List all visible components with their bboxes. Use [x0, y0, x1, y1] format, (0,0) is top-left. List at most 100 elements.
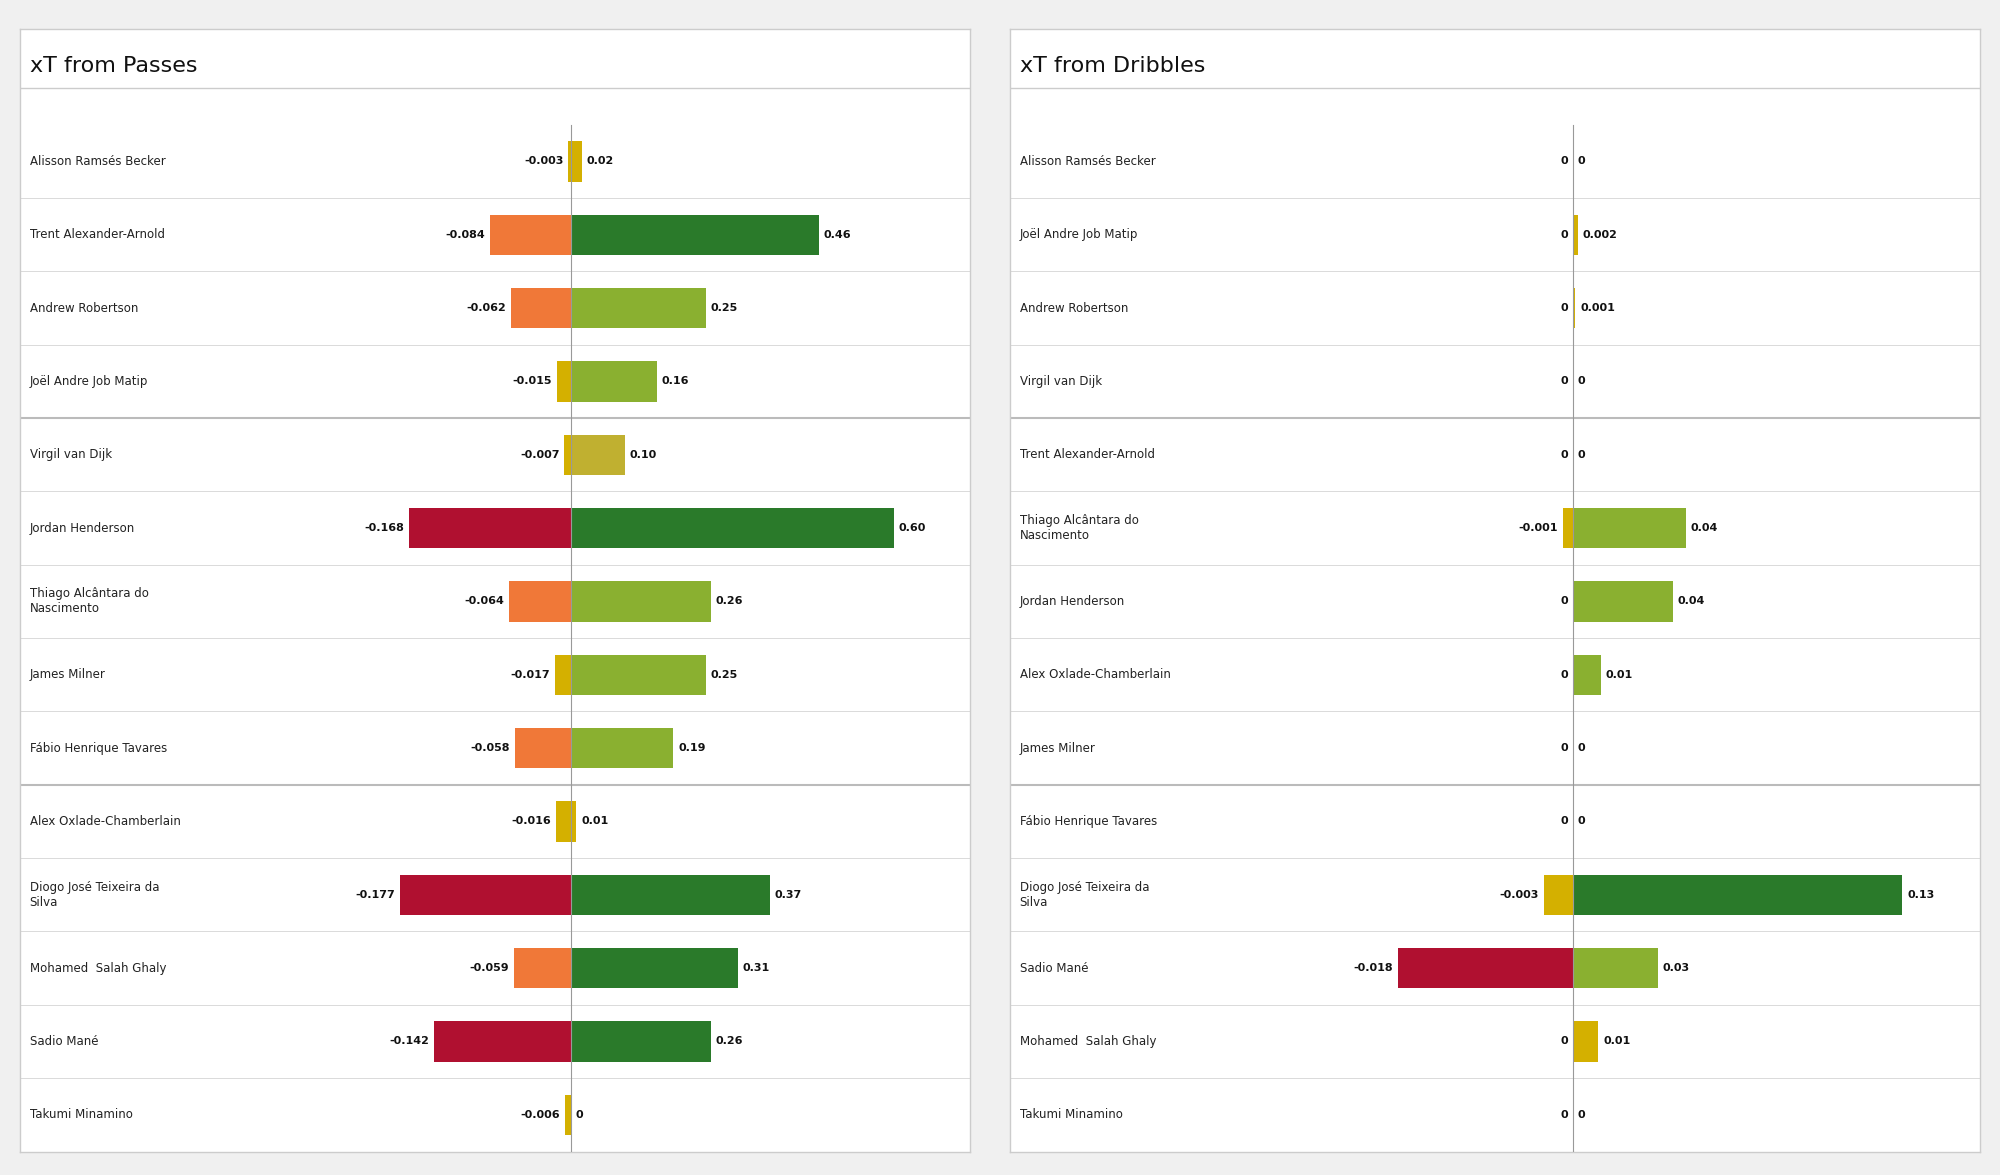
Text: 0.25: 0.25 [710, 670, 738, 680]
Text: -0.062: -0.062 [466, 303, 506, 313]
Text: xT from Passes: xT from Passes [30, 56, 196, 76]
Text: 0: 0 [1578, 450, 1586, 459]
Bar [572, 582, 710, 622]
Text: -0.142: -0.142 [390, 1036, 430, 1047]
Text: Diogo José Teixeira da
Silva: Diogo José Teixeira da Silva [30, 881, 160, 908]
Bar [572, 435, 624, 475]
Text: 0.26: 0.26 [716, 597, 744, 606]
Bar [408, 508, 572, 549]
Text: 0.31: 0.31 [742, 963, 770, 973]
Text: 0.01: 0.01 [1604, 1036, 1630, 1047]
Bar [514, 728, 572, 768]
Text: 0: 0 [1578, 817, 1586, 826]
Text: -0.016: -0.016 [512, 817, 550, 826]
Text: -0.058: -0.058 [470, 743, 510, 753]
Text: 0.37: 0.37 [774, 889, 802, 900]
Bar [572, 728, 674, 768]
Text: -0.017: -0.017 [510, 670, 550, 680]
Text: Fábio Henrique Tavares: Fábio Henrique Tavares [1020, 815, 1156, 828]
Text: Trent Alexander-Arnold: Trent Alexander-Arnold [1020, 448, 1154, 462]
Text: 0: 0 [1578, 743, 1586, 753]
Bar [1398, 948, 1572, 988]
Text: Joël Andre Job Matip: Joël Andre Job Matip [1020, 228, 1138, 241]
Text: Takumi Minamino: Takumi Minamino [30, 1108, 132, 1121]
Text: 0: 0 [1560, 303, 1568, 313]
Text: Andrew Robertson: Andrew Robertson [30, 302, 138, 315]
Text: 0.001: 0.001 [1580, 303, 1614, 313]
Text: Fábio Henrique Tavares: Fábio Henrique Tavares [30, 741, 166, 754]
Bar [572, 508, 894, 549]
Text: Andrew Robertson: Andrew Robertson [1020, 302, 1128, 315]
Bar [1572, 215, 1578, 255]
Bar [572, 1021, 710, 1062]
Text: Thiago Alcântara do
Nascimento: Thiago Alcântara do Nascimento [1020, 515, 1138, 542]
Text: 0.002: 0.002 [1582, 230, 1618, 240]
Bar [1544, 874, 1572, 915]
Text: -0.084: -0.084 [446, 230, 486, 240]
Text: -0.018: -0.018 [1354, 963, 1394, 973]
Text: 0: 0 [1560, 817, 1568, 826]
Bar [1562, 508, 1572, 549]
Text: 0: 0 [1560, 156, 1568, 167]
Text: -0.001: -0.001 [1518, 523, 1558, 533]
Text: 0.60: 0.60 [898, 523, 926, 533]
Bar [1572, 1021, 1598, 1062]
Text: Mohamed  Salah Ghaly: Mohamed Salah Ghaly [1020, 1035, 1156, 1048]
Text: 0: 0 [1560, 376, 1568, 387]
Bar [556, 801, 572, 841]
Bar [568, 141, 572, 182]
Text: Sadio Mané: Sadio Mané [1020, 961, 1088, 974]
Text: Jordan Henderson: Jordan Henderson [1020, 595, 1124, 607]
Text: 0.03: 0.03 [1662, 963, 1690, 973]
Text: -0.059: -0.059 [470, 963, 510, 973]
Text: Alex Oxlade-Chamberlain: Alex Oxlade-Chamberlain [30, 815, 180, 828]
Text: 0: 0 [1560, 450, 1568, 459]
Text: 0: 0 [1560, 1110, 1568, 1120]
Text: Alisson Ramsés Becker: Alisson Ramsés Becker [30, 155, 166, 168]
Text: 0.19: 0.19 [678, 743, 706, 753]
Bar [566, 1095, 572, 1135]
Text: Sadio Mané: Sadio Mané [30, 1035, 98, 1048]
Text: Trent Alexander-Arnold: Trent Alexander-Arnold [30, 228, 164, 241]
Text: -0.007: -0.007 [520, 450, 560, 459]
Bar [572, 948, 738, 988]
Text: 0.26: 0.26 [716, 1036, 744, 1047]
Text: -0.015: -0.015 [512, 376, 552, 387]
Text: 0.46: 0.46 [824, 230, 852, 240]
Bar [572, 874, 770, 915]
Text: Takumi Minamino: Takumi Minamino [1020, 1108, 1122, 1121]
Text: 0.01: 0.01 [1606, 670, 1634, 680]
Bar [490, 215, 572, 255]
Text: 0: 0 [1578, 376, 1586, 387]
Bar [1572, 654, 1600, 694]
Text: 0.01: 0.01 [582, 817, 608, 826]
Bar [510, 582, 572, 622]
Bar [512, 288, 572, 328]
Text: James Milner: James Milner [30, 669, 106, 682]
Text: 0.10: 0.10 [630, 450, 656, 459]
Bar [1572, 508, 1686, 549]
Text: 0: 0 [1560, 597, 1568, 606]
Bar [514, 948, 572, 988]
Text: -0.064: -0.064 [464, 597, 504, 606]
Text: 0: 0 [1560, 230, 1568, 240]
Text: 0: 0 [1560, 1036, 1568, 1047]
Text: Alisson Ramsés Becker: Alisson Ramsés Becker [1020, 155, 1156, 168]
Text: Jordan Henderson: Jordan Henderson [30, 522, 134, 535]
Text: 0: 0 [1560, 670, 1568, 680]
Text: 0: 0 [1560, 743, 1568, 753]
Bar [572, 801, 576, 841]
Text: 0.02: 0.02 [586, 156, 614, 167]
Text: 0.13: 0.13 [1908, 889, 1934, 900]
Bar [556, 361, 572, 402]
Bar [1572, 874, 1902, 915]
Text: -0.003: -0.003 [1500, 889, 1538, 900]
Bar [1572, 288, 1576, 328]
Text: -0.006: -0.006 [520, 1110, 560, 1120]
Text: 0.04: 0.04 [1678, 597, 1706, 606]
Text: 0.16: 0.16 [662, 376, 690, 387]
Text: 0: 0 [576, 1110, 584, 1120]
Bar [434, 1021, 572, 1062]
Text: Mohamed  Salah Ghaly: Mohamed Salah Ghaly [30, 961, 166, 974]
Bar [564, 435, 572, 475]
